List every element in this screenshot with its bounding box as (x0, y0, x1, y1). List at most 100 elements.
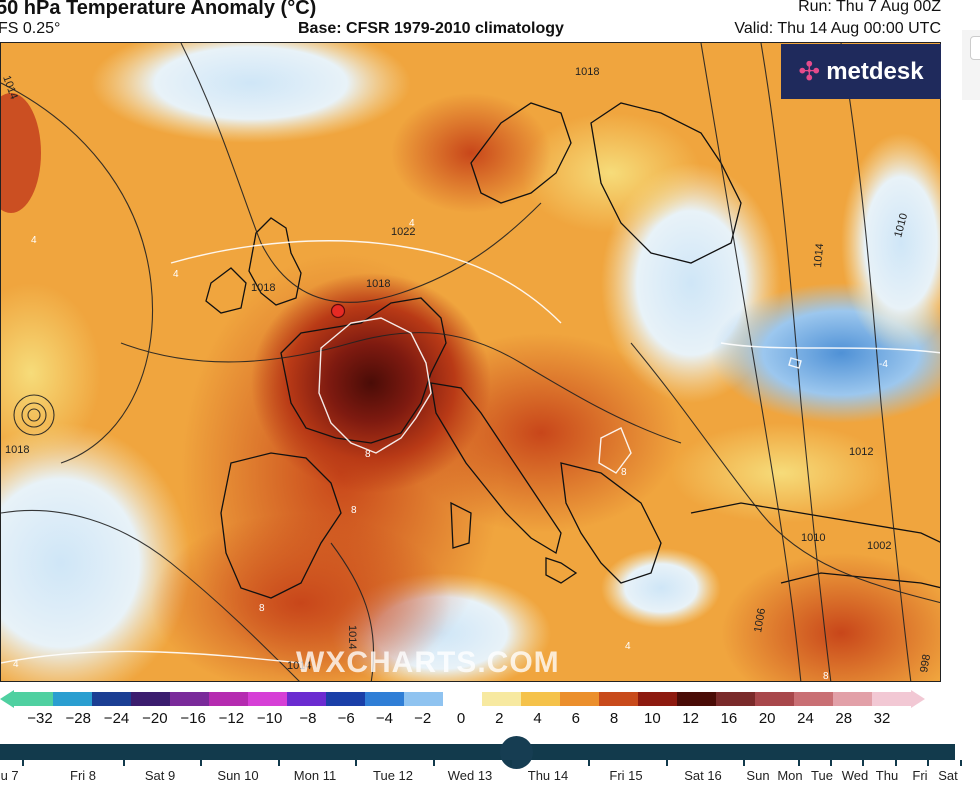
timeline-day-label[interactable]: Mon (777, 768, 803, 783)
scale-segment (716, 692, 756, 706)
svg-text:8: 8 (351, 505, 357, 516)
scale-right-arrow (911, 690, 925, 708)
isobar-label: 1018 (5, 444, 29, 456)
isobar-label: 1022 (391, 226, 415, 238)
model-label: FS 0.25° (0, 20, 61, 37)
scale-tick-label: 0 (456, 710, 466, 727)
coastlines (205, 102, 940, 599)
timeline-day-label[interactable]: Fri 8 (70, 768, 96, 783)
scale-tick-label: 4 (533, 710, 542, 727)
scale-tick-label: −32 (27, 710, 53, 727)
hot-anomaly-france (251, 273, 491, 493)
isobar-label: 1018 (251, 282, 275, 294)
timeline-day-label[interactable]: Sat 16 (684, 768, 722, 783)
scale-tick-label: 6 (571, 710, 580, 727)
isobar-label: 1010 (801, 532, 825, 544)
scale-segment (638, 692, 678, 706)
metdesk-logo: ✣ metdesk (781, 44, 941, 99)
valid-time-label: Valid: Thu 14 Aug 00:00 UTC (734, 20, 941, 37)
timeline-tick (510, 760, 512, 766)
scale-tick-label: −24 (103, 710, 130, 727)
scale-tick-label: 2 (495, 710, 504, 727)
scale-segment (14, 692, 54, 706)
timeline-tick (22, 760, 24, 766)
wxcharts-watermark: WXCHARTS.COM (296, 646, 560, 679)
timeline-tick (927, 760, 929, 766)
timeline-day-label[interactable]: Tue 12 (373, 768, 413, 783)
isobar-label: 1006 (752, 607, 768, 633)
isobars (1, 43, 940, 681)
svg-text:8: 8 (621, 467, 627, 478)
scale-segment (872, 692, 912, 706)
scale-segment (131, 692, 171, 706)
scale-segment (248, 692, 288, 706)
scale-tick-label: 8 (609, 710, 619, 727)
svg-text:4: 4 (31, 235, 37, 246)
timeline-tick (862, 760, 864, 766)
location-marker[interactable] (330, 303, 346, 319)
timeline-tick (830, 760, 832, 766)
svg-text:8: 8 (823, 671, 829, 682)
scale-tick-label: 12 (682, 710, 699, 727)
scale-tick-label: −8 (299, 710, 317, 727)
timeline-day-label[interactable]: Sat 9 (144, 768, 176, 783)
isobar-label: 1018 (366, 278, 390, 290)
timeline-day-label[interactable]: Thu (875, 768, 899, 783)
isobar-label: 998 (918, 653, 933, 673)
timeline-day-label[interactable]: Fri (912, 768, 928, 783)
timeline-day-label[interactable]: Fri 15 (609, 768, 643, 783)
scale-segment (209, 692, 249, 706)
timeline-handle[interactable] (500, 736, 533, 769)
isobar-label: 1018 (575, 66, 599, 78)
chart-title: 50 hPa Temperature Anomaly (°C) (0, 0, 317, 19)
scale-segment (365, 692, 405, 706)
scale-segment (92, 692, 132, 706)
isobar-label: 1014 (346, 625, 358, 649)
metdesk-mark-icon: ✣ (798, 56, 821, 86)
scale-tick-label: −12 (218, 710, 245, 727)
timeline-tick (278, 760, 280, 766)
base-climatology-label: Base: CFSR 1979-2010 climatology (298, 20, 564, 37)
timeline-day-label[interactable]: Wed 13 (447, 768, 493, 783)
scale-tick-label: −16 (180, 710, 206, 727)
timeline-tick (895, 760, 897, 766)
side-button[interactable] (970, 36, 980, 60)
timeline-tick (666, 760, 668, 766)
cool-area-atlantic (1, 423, 191, 681)
timeline-day-label[interactable]: Sun (746, 768, 770, 783)
timeline-day-label[interactable]: Mon 11 (293, 768, 337, 783)
timeline-day-label[interactable]: Tue (811, 768, 833, 783)
svg-text:4: 4 (13, 659, 19, 670)
timeline-tick (433, 760, 435, 766)
timeline-day-label[interactable]: Sat (938, 768, 958, 783)
timeline-day-label[interactable]: Thu 14 (527, 768, 569, 783)
scale-segment (833, 692, 873, 706)
svg-text:-4: -4 (879, 359, 888, 370)
color-scale-ticks: −32 −28 −24 −20 −16 −12 −10 −8 −6 −4 −2 0 2 4 6 8 10 12 16… (0, 708, 945, 730)
scale-left-arrow (0, 690, 14, 708)
scale-segment (560, 692, 600, 706)
svg-text:8: 8 (259, 603, 265, 614)
timeline-day-label[interactable]: Sun 10 (217, 768, 259, 783)
timeline-tick (743, 760, 745, 766)
scale-tick-label: −4 (375, 710, 394, 727)
timeline-tick (200, 760, 202, 766)
timeline-day-label[interactable]: Wed (841, 768, 869, 783)
forecast-timeline[interactable] (0, 744, 955, 760)
scale-segment (794, 692, 834, 706)
isobar-label: 1002 (867, 540, 891, 552)
scale-segment (521, 692, 561, 706)
scale-segment (677, 692, 717, 706)
isobar-label: 1012 (849, 446, 873, 458)
scale-segment (53, 692, 93, 706)
timeline-tick (355, 760, 357, 766)
scale-segment (755, 692, 795, 706)
timeline-day-label[interactable]: hu 7 (0, 768, 19, 783)
isobar-label: 1014 (287, 660, 311, 672)
timeline-tick (960, 760, 962, 766)
temperature-anomaly-map[interactable]: 1014 1018 1022 1018 1018 1018 1014 1010 … (0, 42, 941, 682)
timeline-tick (798, 760, 800, 766)
svg-text:4: 4 (173, 269, 179, 280)
svg-text:4: 4 (409, 218, 415, 229)
isobar-label: 1014 (812, 243, 826, 268)
